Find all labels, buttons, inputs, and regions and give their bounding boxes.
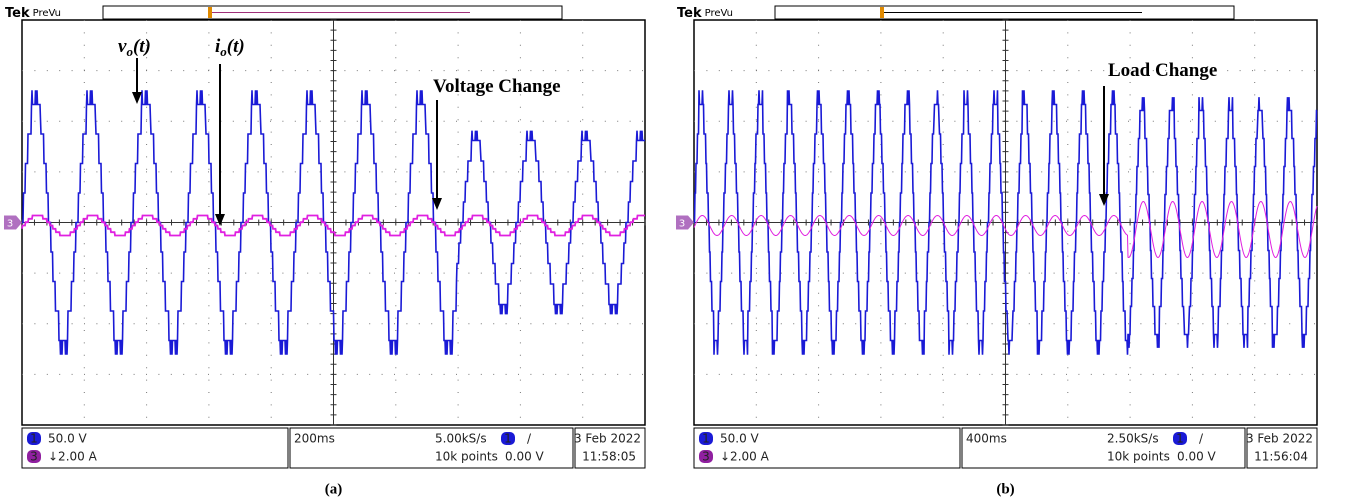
date: 3 Feb 2022 xyxy=(574,432,641,446)
trigger-level: 0.00 V xyxy=(1177,450,1217,464)
record-marker xyxy=(208,7,212,18)
sample-rate: 2.50kS/s xyxy=(1107,432,1159,446)
timebase: 200ms xyxy=(294,432,335,446)
trigger-level: 0.00 V xyxy=(505,450,545,464)
annotation-suffix: (t) xyxy=(133,36,151,57)
annotation-text: Voltage Change xyxy=(433,76,561,97)
ch3-badge: 3 xyxy=(30,450,38,464)
ch3-scale: ↓2.00 A xyxy=(48,450,98,464)
mode: PreVu xyxy=(705,8,733,19)
date: 3 Feb 2022 xyxy=(1246,432,1313,446)
oscilloscope-figure: TekPreVu3vo(t)io(t)Voltage Change150.0 V… xyxy=(0,0,1347,502)
ch1-badge: 1 xyxy=(30,432,38,446)
annotation: vo(t) xyxy=(118,36,151,59)
ch1-scale: 50.0 V xyxy=(720,432,760,446)
caption: (b) xyxy=(996,481,1014,497)
annotation-text: Load Change xyxy=(1108,60,1217,81)
record-length: 10k points xyxy=(435,450,498,464)
record-marker xyxy=(880,7,884,18)
ch3-badge: 3 xyxy=(702,450,710,464)
annotation: Load Change xyxy=(1108,60,1217,81)
time: 11:56:04 xyxy=(1254,450,1308,464)
ch3-scale: ↓2.00 A xyxy=(720,450,770,464)
annotation: io(t) xyxy=(215,36,245,59)
trigger-source: 1 xyxy=(504,432,512,446)
record-length: 10k points xyxy=(1107,450,1170,464)
timebase: 400ms xyxy=(966,432,1007,446)
caption: (a) xyxy=(325,481,343,497)
ch1-badge: 1 xyxy=(702,432,710,446)
mode: PreVu xyxy=(33,8,61,19)
ch1-scale: 50.0 V xyxy=(48,432,88,446)
time: 11:58:05 xyxy=(582,450,636,464)
annotation: Voltage Change xyxy=(433,76,561,97)
trigger-source: 1 xyxy=(1176,432,1184,446)
ch3-marker-label: 3 xyxy=(7,219,13,230)
brand-name: Tek xyxy=(677,6,702,21)
ch3-marker-label: 3 xyxy=(679,219,685,230)
annotation-suffix: (t) xyxy=(227,36,245,57)
brand-name: Tek xyxy=(5,6,30,21)
sample-rate: 5.00kS/s xyxy=(435,432,487,446)
